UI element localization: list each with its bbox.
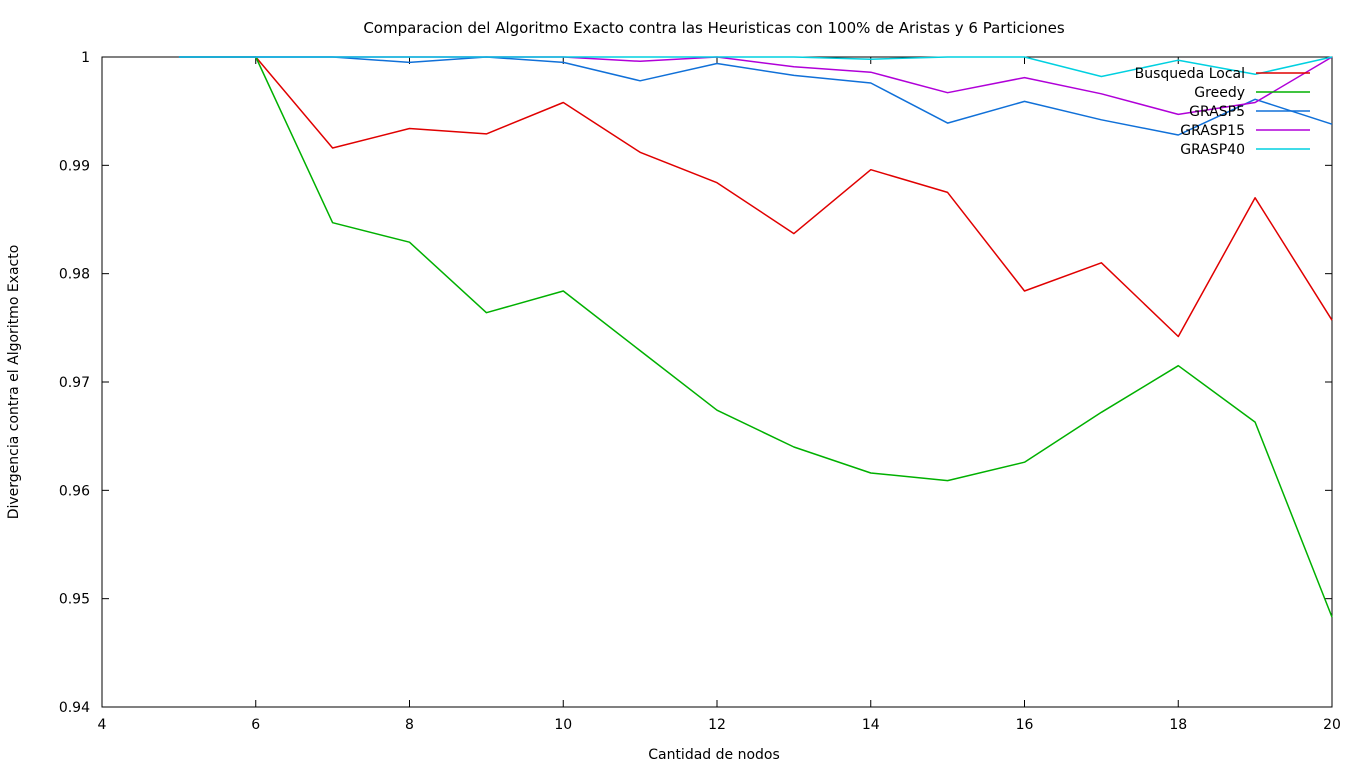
series-line-busqueda-local — [178, 56, 1333, 338]
plot-area-border — [101, 56, 1333, 708]
y-tick-label: 0.97 — [59, 375, 90, 391]
x-axis-label: Cantidad de nodos — [648, 747, 780, 763]
x-tick-label: 12 — [708, 717, 726, 733]
x-tick-label: 20 — [1323, 717, 1341, 733]
series-line-grasp40 — [178, 56, 1333, 78]
legend-label-busqueda-local: Busqueda Local — [1135, 66, 1245, 82]
legend-label-grasp5: GRASP5 — [1189, 104, 1245, 120]
series-line-greedy — [178, 56, 1333, 618]
x-tick-label: 14 — [862, 717, 880, 733]
x-tick-label: 16 — [1016, 717, 1034, 733]
legend-label-grasp15: GRASP15 — [1180, 123, 1245, 139]
y-tick-label: 0.98 — [59, 267, 90, 283]
legend: Busqueda Local Greedy GRASP5 GRASP15 GRASP40 — [1135, 66, 1310, 158]
x-tick-label: 10 — [554, 717, 572, 733]
series-line-grasp5 — [178, 56, 1333, 136]
chart-title: Comparacion del Algoritmo Exacto contra … — [363, 19, 1065, 37]
x-tick-label: 6 — [251, 717, 260, 733]
y-tick-label: 0.95 — [59, 592, 90, 608]
y-axis-label: Divergencia contra el Algoritmo Exacto — [6, 245, 22, 520]
y-tick-label: 0.99 — [59, 158, 90, 174]
series-lines — [178, 56, 1333, 618]
x-tick-label: 4 — [98, 717, 107, 733]
legend-label-greedy: Greedy — [1194, 85, 1245, 101]
y-tick-label: 0.94 — [59, 700, 90, 716]
axes: 4 6 8 10 12 14 16 18 20 0.94 0.95 0.96 0.97 0.98 0.99 1 — [59, 50, 1341, 733]
x-tick-label: 18 — [1169, 717, 1187, 733]
y-tick-label: 1 — [81, 50, 90, 66]
y-tick-label: 0.96 — [59, 483, 90, 499]
x-tick-label: 8 — [405, 717, 414, 733]
legend-label-grasp40: GRASP40 — [1180, 142, 1245, 158]
